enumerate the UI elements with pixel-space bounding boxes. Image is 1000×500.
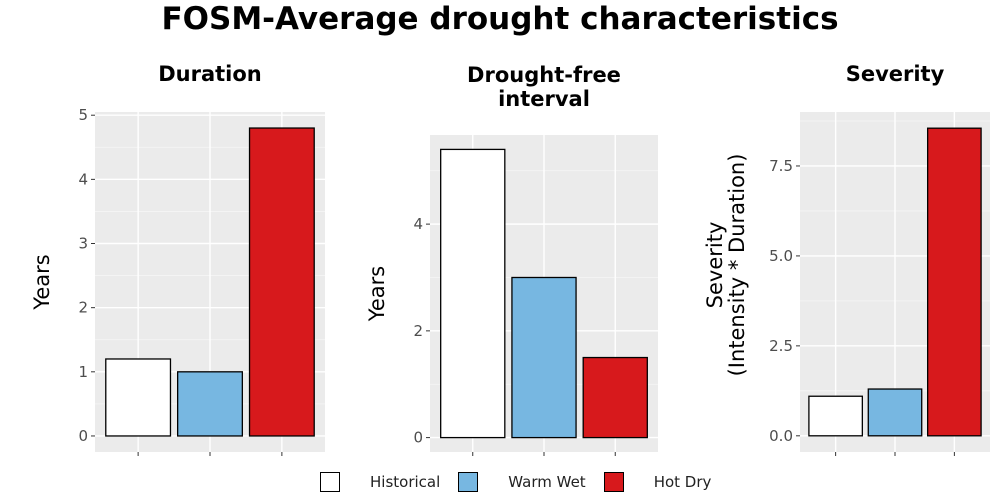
bar-drought-free-interval-warm-wet [511,276,577,439]
y-tick-label-severity: 0.0 [769,427,793,445]
legend-label-historical: Historical [370,473,441,491]
y-tick-label-severity: 7.5 [769,157,793,175]
y-tick-label-drought-free-interval: 4 [413,215,423,233]
y-tick-label-duration: 4 [78,170,88,188]
bar-drought-free-interval-hot-dry [582,356,648,439]
legend-item-hot-dry: Hot Dry [603,472,712,492]
y-tick-label-duration: 5 [78,106,88,124]
legend-key-historical [320,472,340,492]
legend-item-historical: Historical [320,472,440,492]
y-tick-label-duration: 1 [78,363,88,381]
y-tick-label-duration: 3 [78,235,88,253]
legend-key-hot-dry [603,472,624,492]
legend-item-warm-wet: Warm Wet [458,472,586,492]
legend-label-warm-wet: Warm Wet [508,473,586,491]
y-tick-label-drought-free-interval: 2 [413,322,423,340]
panel-title-severity: Severity [845,62,945,86]
panel-title-duration: Duration [158,62,262,86]
figure-title: FOSM-Average drought characteristics [161,1,839,37]
y-axis-label-duration: Years [30,254,54,310]
y-tick-label-duration: 2 [78,299,88,317]
legend-label-hot-dry: Hot Dry [653,473,712,491]
y-tick-label-severity: 2.5 [769,337,793,355]
bar-severity-historical [808,395,863,437]
y-axis-label-drought-free-interval: Years [365,266,389,322]
bar-drought-free-interval-historical [440,148,506,439]
legend-key-warm-wet [458,472,479,492]
legend: Historical Warm Wet Hot Dry [320,470,729,494]
y-tick-label-severity: 5.0 [769,247,793,265]
bar-duration-warm-wet [177,371,243,437]
y-axis-label-severity: Severity(Intensity * Duration) [703,154,749,377]
bar-duration-historical [105,358,172,437]
bar-severity-hot-dry [927,127,982,437]
panel-title-drought-free-interval: Drought-free interval [467,63,621,111]
y-tick-label-drought-free-interval: 0 [413,429,423,447]
y-tick-label-duration: 0 [78,427,88,445]
bar-severity-warm-wet [867,388,923,437]
bar-duration-hot-dry [248,127,315,437]
